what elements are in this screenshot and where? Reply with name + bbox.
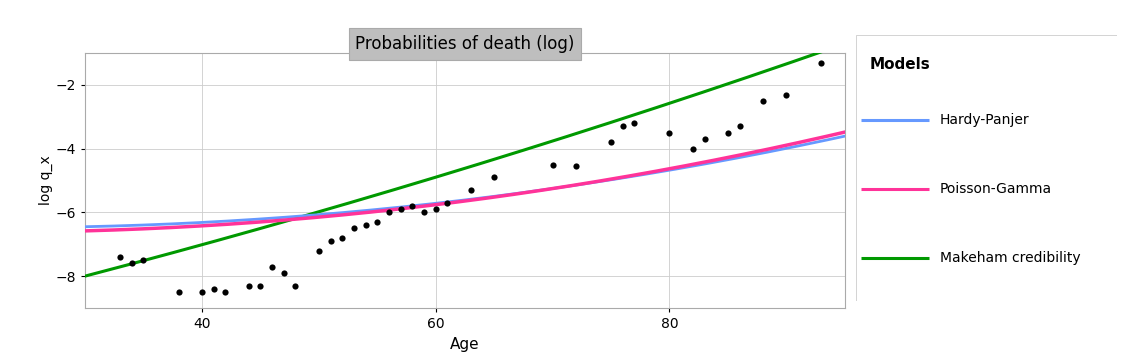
Point xyxy=(122,261,141,266)
Y-axis label: log q_x: log q_x xyxy=(39,156,53,205)
Point xyxy=(169,289,187,295)
Point xyxy=(543,162,561,167)
Point xyxy=(193,289,211,295)
Point xyxy=(345,225,363,231)
Point xyxy=(369,219,387,225)
Point xyxy=(204,286,222,292)
Point xyxy=(415,210,433,215)
Point xyxy=(660,130,678,136)
Point xyxy=(321,238,339,244)
Point xyxy=(217,289,235,295)
Point xyxy=(684,146,702,152)
Point xyxy=(135,257,153,263)
Point xyxy=(625,120,643,126)
Point xyxy=(404,203,422,209)
X-axis label: Age: Age xyxy=(450,337,480,352)
Point xyxy=(380,210,398,215)
FancyBboxPatch shape xyxy=(856,35,1117,301)
Text: Poisson-Gamma: Poisson-Gamma xyxy=(940,182,1051,196)
Point xyxy=(485,175,503,180)
Text: Models: Models xyxy=(869,57,930,72)
Point xyxy=(111,254,129,260)
Point xyxy=(719,130,737,136)
Point xyxy=(462,187,480,193)
Point xyxy=(356,222,374,228)
Point xyxy=(613,124,632,129)
Point xyxy=(391,206,409,212)
Title: Probabilities of death (log): Probabilities of death (log) xyxy=(355,35,575,53)
Point xyxy=(567,164,585,169)
Point xyxy=(263,264,281,269)
Point xyxy=(777,92,795,97)
Text: Makeham credibility: Makeham credibility xyxy=(940,251,1081,266)
Text: Hardy-Panjer: Hardy-Panjer xyxy=(940,113,1030,127)
Point xyxy=(730,124,748,129)
Point xyxy=(602,139,620,145)
Point xyxy=(439,200,457,206)
Point xyxy=(754,98,772,104)
Point xyxy=(812,60,830,65)
Point xyxy=(239,283,257,289)
Point xyxy=(333,235,352,241)
Point xyxy=(274,270,293,276)
Point xyxy=(695,136,713,142)
Point xyxy=(252,283,270,289)
Point xyxy=(426,206,445,212)
Point xyxy=(287,283,305,289)
Point xyxy=(310,248,328,253)
